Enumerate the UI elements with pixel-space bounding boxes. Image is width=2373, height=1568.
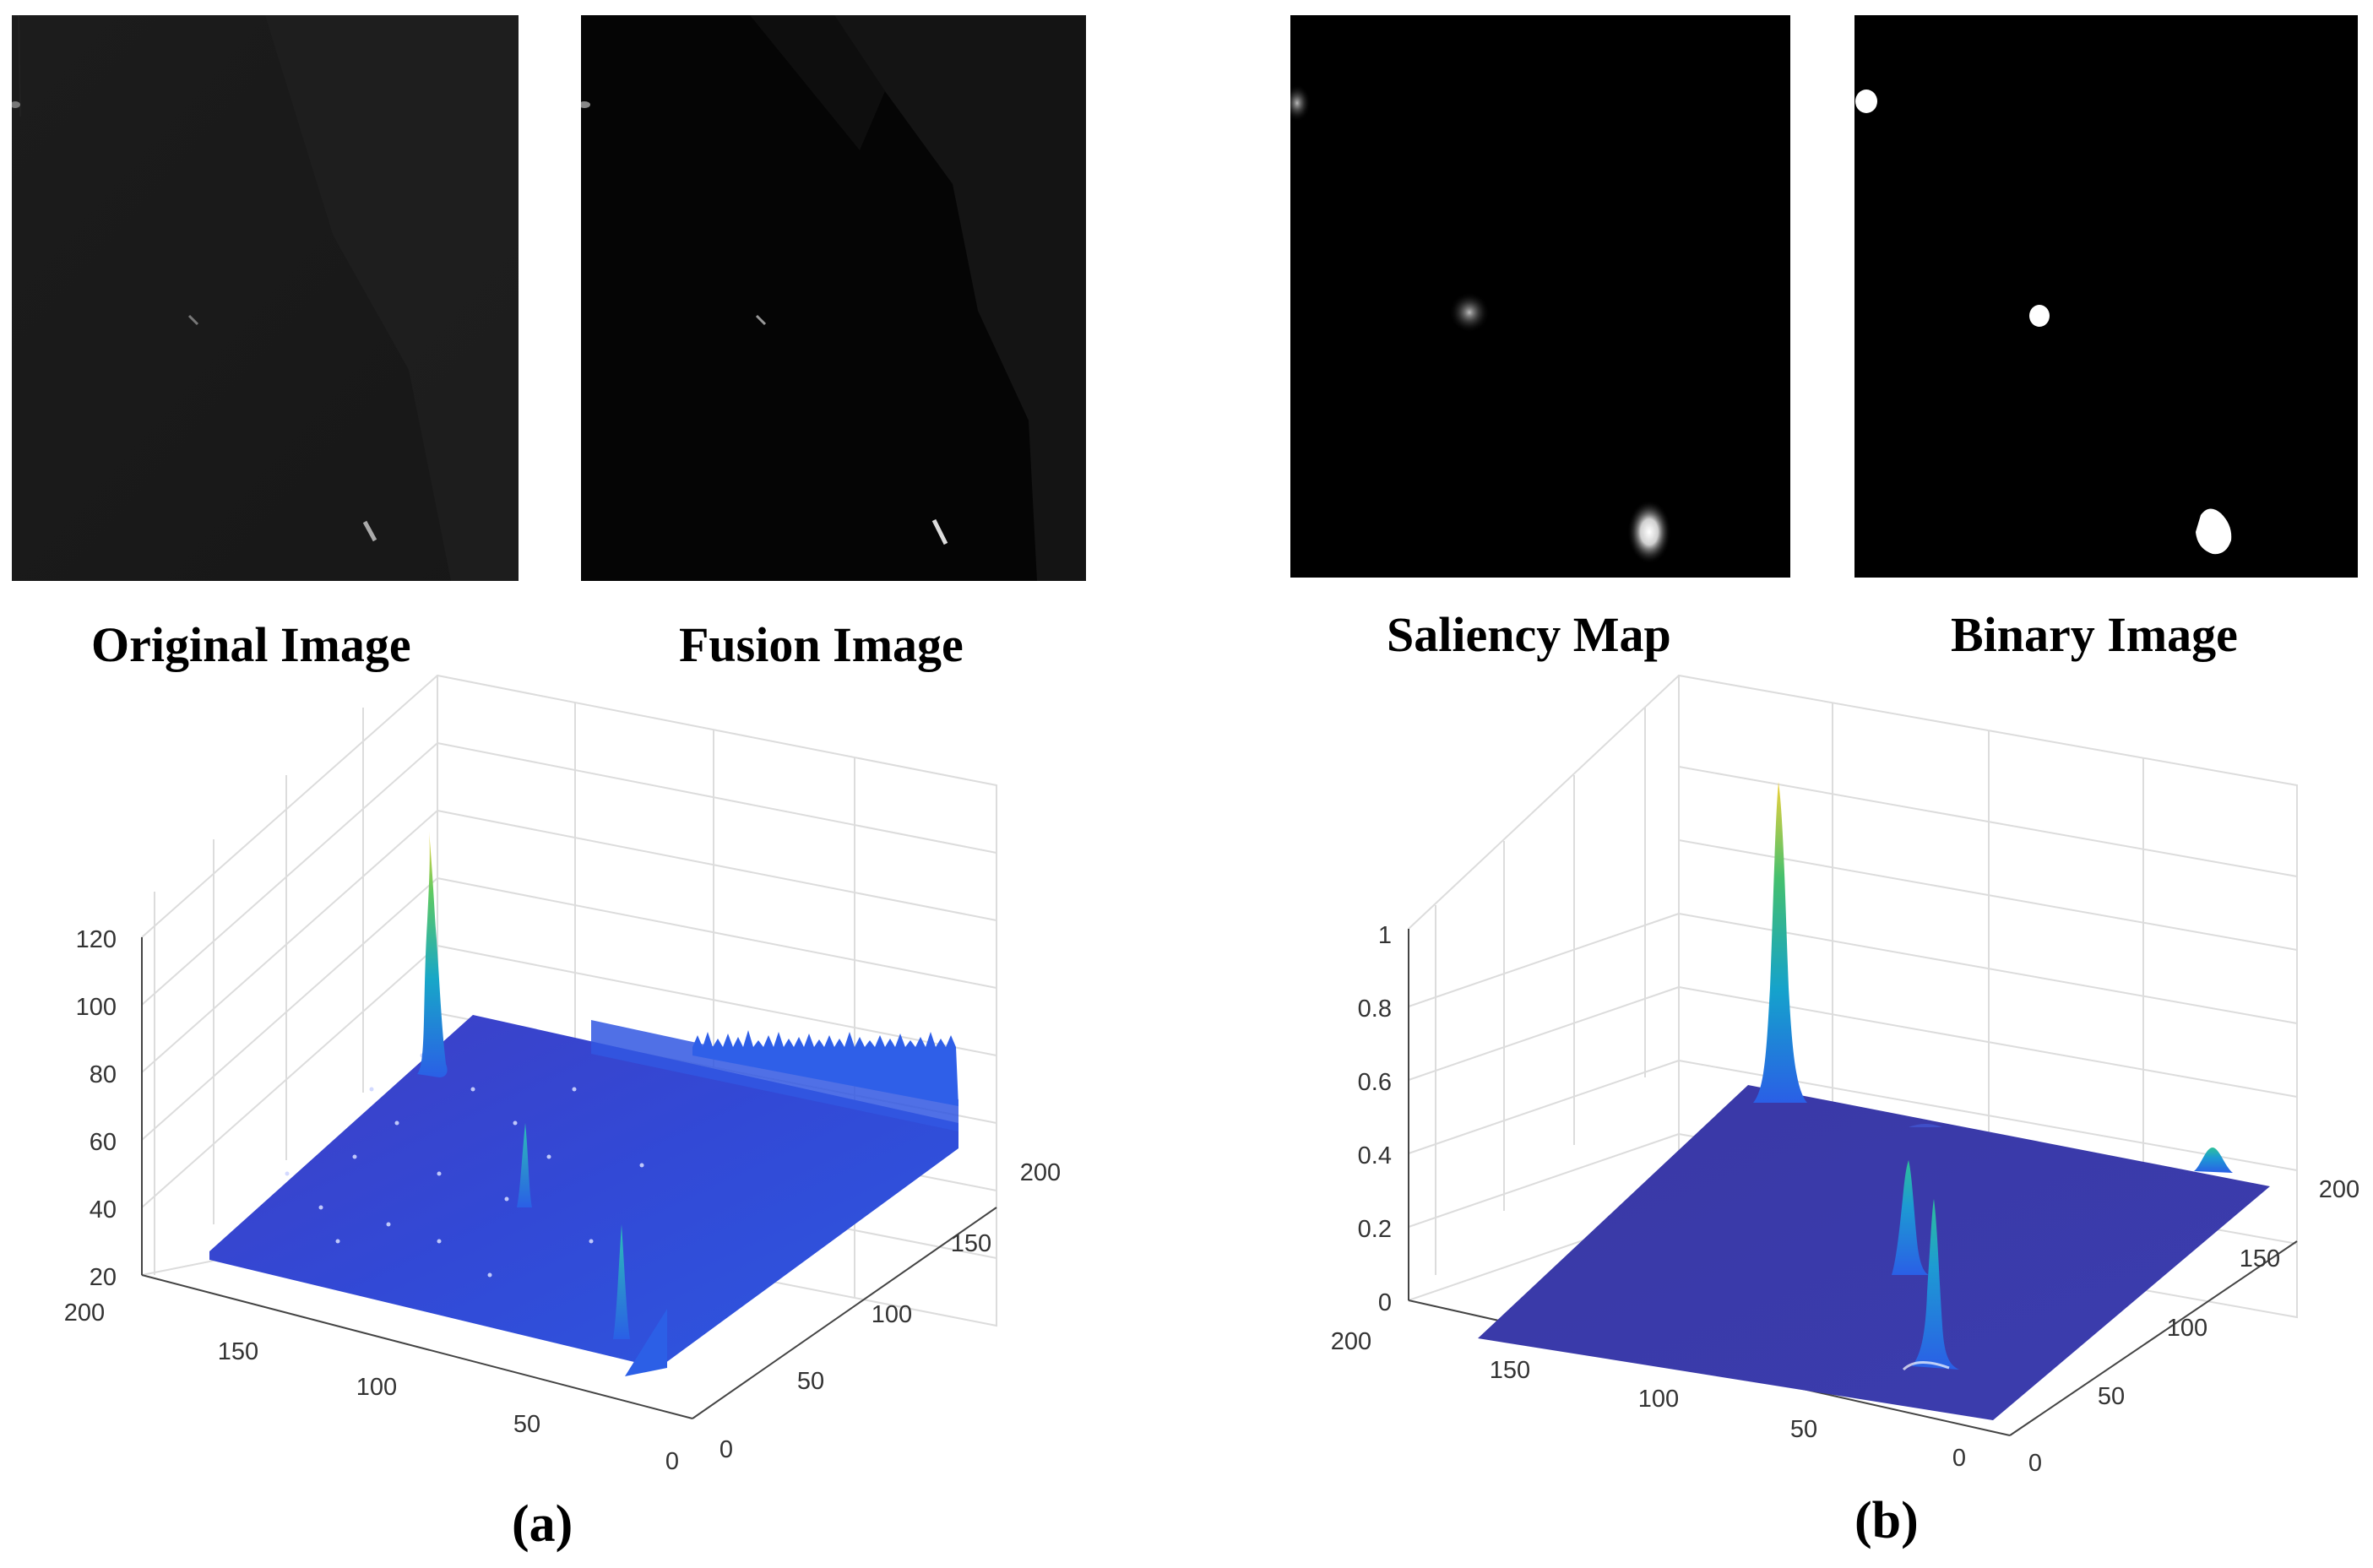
svg-text:20: 20: [90, 1264, 117, 1291]
svg-text:0: 0: [720, 1436, 733, 1463]
svg-text:100: 100: [2167, 1315, 2207, 1342]
svg-text:0: 0: [2028, 1450, 2042, 1477]
y-ticks-a: 0 50 100 150 200: [720, 1159, 1061, 1463]
svg-text:0.2: 0.2: [1358, 1216, 1392, 1243]
svg-text:80: 80: [90, 1061, 117, 1088]
svg-text:150: 150: [951, 1230, 991, 1257]
svg-text:50: 50: [513, 1411, 540, 1438]
saliency-map-caption: Saliency Map: [1387, 607, 1671, 662]
surface-a: [209, 1015, 958, 1368]
svg-text:150: 150: [218, 1338, 258, 1365]
peak-a-main: [417, 831, 448, 1077]
svg-text:200: 200: [1020, 1159, 1061, 1186]
svg-text:100: 100: [356, 1374, 397, 1401]
peak-b-front: [1912, 1199, 1959, 1370]
svg-text:60: 60: [90, 1129, 117, 1156]
original-image-caption: Original Image: [91, 617, 411, 672]
x-ticks-a: 200 150 100 50 0: [64, 1299, 679, 1475]
svg-text:50: 50: [797, 1368, 824, 1395]
svg-text:200: 200: [2319, 1176, 2359, 1203]
fusion-image: [581, 15, 1086, 581]
binary-image: [1854, 15, 2358, 578]
svg-text:0.8: 0.8: [1358, 996, 1392, 1023]
peak-b-main: [1753, 782, 1807, 1103]
svg-text:0.6: 0.6: [1358, 1069, 1392, 1096]
svg-text:50: 50: [2098, 1383, 2125, 1410]
fusion-image-caption: Fusion Image: [679, 617, 964, 672]
svg-text:0: 0: [665, 1448, 679, 1475]
peak-b-mid: [1892, 1160, 1929, 1275]
original-image: [12, 15, 519, 581]
svg-text:50: 50: [1790, 1416, 1817, 1443]
svg-text:150: 150: [2240, 1245, 2280, 1272]
svg-text:40: 40: [90, 1196, 117, 1223]
saliency-map: [1290, 15, 1790, 578]
z-ticks-a: 20 40 60 80 100 120: [76, 926, 117, 1291]
svg-text:0: 0: [1952, 1445, 1966, 1472]
svg-text:0: 0: [1378, 1289, 1392, 1316]
svg-text:200: 200: [1331, 1328, 1371, 1355]
svg-text:1: 1: [1378, 922, 1392, 949]
y-ticks-b: 0 50 100 150 200: [2028, 1176, 2359, 1477]
axes-lines-a: [141, 937, 997, 1419]
svg-text:120: 120: [76, 926, 117, 953]
surface-plot-b: 0 0.2 0.4 0.6 0.8 1 200 150 100 50 0 0 5…: [1301, 650, 2365, 1486]
surface-a-speckles: [285, 1053, 644, 1278]
binary-image-caption: Binary Image: [1951, 607, 2238, 662]
subfigure-label-a: (a): [512, 1495, 573, 1553]
svg-text:100: 100: [872, 1301, 912, 1328]
svg-text:150: 150: [1490, 1357, 1530, 1384]
peak-a-mid: [517, 1123, 532, 1207]
svg-text:100: 100: [1638, 1386, 1679, 1413]
z-ticks-b: 0 0.2 0.4 0.6 0.8 1: [1358, 922, 1392, 1316]
svg-text:200: 200: [64, 1299, 105, 1327]
peak-a-front: [613, 1224, 630, 1339]
svg-text:0.4: 0.4: [1358, 1142, 1392, 1169]
x-ticks-b: 200 150 100 50 0: [1331, 1328, 1966, 1472]
svg-text:100: 100: [76, 994, 117, 1021]
surface-plot-a: 20 40 60 80 100 120 200 150 100 50 0 0 5…: [0, 650, 1064, 1486]
subfigure-label-b: (b): [1854, 1492, 1919, 1549]
surface-b: [1478, 1085, 2270, 1420]
